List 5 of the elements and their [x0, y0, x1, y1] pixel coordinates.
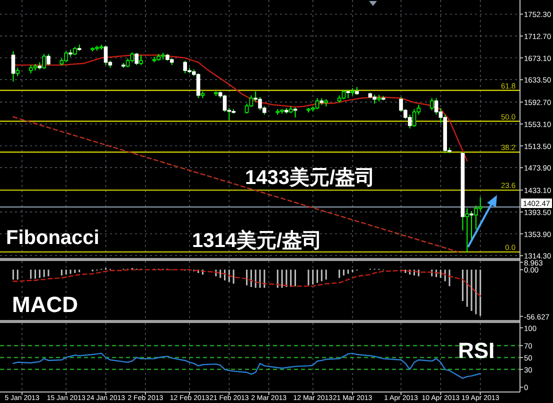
annotation: Fibonacci	[6, 227, 100, 249]
annotation: 1314美元/盎司	[192, 229, 322, 252]
annotation: MACD	[12, 292, 78, 317]
annotation: RSI	[458, 338, 495, 363]
annotation: 1433美元/盎司	[245, 166, 376, 189]
